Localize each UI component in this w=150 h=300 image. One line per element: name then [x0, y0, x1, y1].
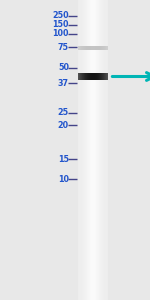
Bar — [86, 73, 87, 80]
Bar — [98, 73, 99, 80]
Text: 150: 150 — [52, 20, 69, 29]
Bar — [102, 46, 103, 50]
Bar — [85, 73, 86, 80]
Bar — [106, 0, 107, 300]
Text: 20: 20 — [58, 121, 69, 130]
Bar — [81, 73, 82, 80]
Bar — [96, 0, 97, 300]
Bar — [94, 46, 95, 50]
Bar — [90, 73, 91, 80]
Bar — [88, 0, 89, 300]
Bar — [83, 73, 84, 80]
Bar — [93, 46, 94, 50]
Bar — [91, 0, 92, 300]
Bar — [80, 73, 81, 80]
Bar — [93, 0, 94, 300]
Bar — [84, 46, 85, 50]
Bar — [86, 0, 87, 300]
Bar — [94, 0, 95, 300]
Bar — [104, 46, 105, 50]
Bar — [94, 73, 95, 80]
Bar — [80, 46, 81, 50]
Bar — [79, 0, 80, 300]
Bar — [82, 46, 83, 50]
Text: 75: 75 — [58, 43, 69, 52]
Bar — [103, 73, 104, 80]
Bar — [101, 73, 102, 80]
Bar — [86, 46, 87, 50]
Bar — [101, 46, 102, 50]
Bar — [106, 46, 107, 50]
Bar — [82, 73, 83, 80]
Bar — [105, 0, 106, 300]
Bar — [90, 46, 91, 50]
Bar — [100, 73, 101, 80]
Bar — [90, 0, 91, 300]
Bar — [85, 0, 86, 300]
Bar — [85, 46, 86, 50]
Bar — [78, 46, 79, 50]
Bar — [82, 0, 83, 300]
Bar — [84, 73, 85, 80]
Bar — [98, 0, 99, 300]
Bar — [78, 73, 79, 80]
Bar — [78, 0, 79, 300]
Bar — [96, 46, 97, 50]
Bar — [103, 0, 104, 300]
Bar — [89, 73, 90, 80]
Bar — [92, 46, 93, 50]
Bar — [99, 73, 100, 80]
Bar — [100, 46, 101, 50]
Bar — [87, 0, 88, 300]
Bar — [93, 73, 94, 80]
Bar — [107, 73, 108, 80]
Bar — [97, 73, 98, 80]
Bar — [105, 73, 106, 80]
Bar — [102, 0, 103, 300]
Text: 250: 250 — [52, 11, 69, 20]
Bar — [89, 0, 90, 300]
Bar — [106, 73, 107, 80]
Bar — [87, 73, 88, 80]
Bar — [107, 0, 108, 300]
Bar — [88, 46, 89, 50]
Bar — [102, 73, 103, 80]
Bar — [101, 0, 102, 300]
Text: 100: 100 — [52, 29, 69, 38]
Bar — [92, 73, 93, 80]
Bar — [95, 46, 96, 50]
Bar — [96, 73, 97, 80]
Bar — [83, 0, 84, 300]
Text: 25: 25 — [58, 108, 69, 117]
Bar — [80, 0, 81, 300]
Bar — [95, 0, 96, 300]
Bar — [97, 46, 98, 50]
Bar — [107, 46, 108, 50]
Bar — [104, 0, 105, 300]
Bar — [81, 46, 82, 50]
Bar — [99, 0, 100, 300]
Text: 37: 37 — [58, 79, 69, 88]
Bar — [100, 0, 101, 300]
Bar — [95, 73, 96, 80]
Text: 10: 10 — [58, 175, 69, 184]
Bar — [79, 46, 80, 50]
Text: 50: 50 — [58, 63, 69, 72]
Bar — [79, 73, 80, 80]
Bar — [98, 46, 99, 50]
Bar — [105, 46, 106, 50]
Text: 15: 15 — [58, 154, 69, 164]
Bar — [87, 46, 88, 50]
Bar — [81, 0, 82, 300]
Bar — [88, 73, 89, 80]
Bar — [84, 0, 85, 300]
Bar — [103, 46, 104, 50]
Bar — [92, 0, 93, 300]
Bar — [97, 0, 98, 300]
Bar — [99, 46, 100, 50]
Bar — [83, 46, 84, 50]
Bar — [104, 73, 105, 80]
Bar — [89, 46, 90, 50]
